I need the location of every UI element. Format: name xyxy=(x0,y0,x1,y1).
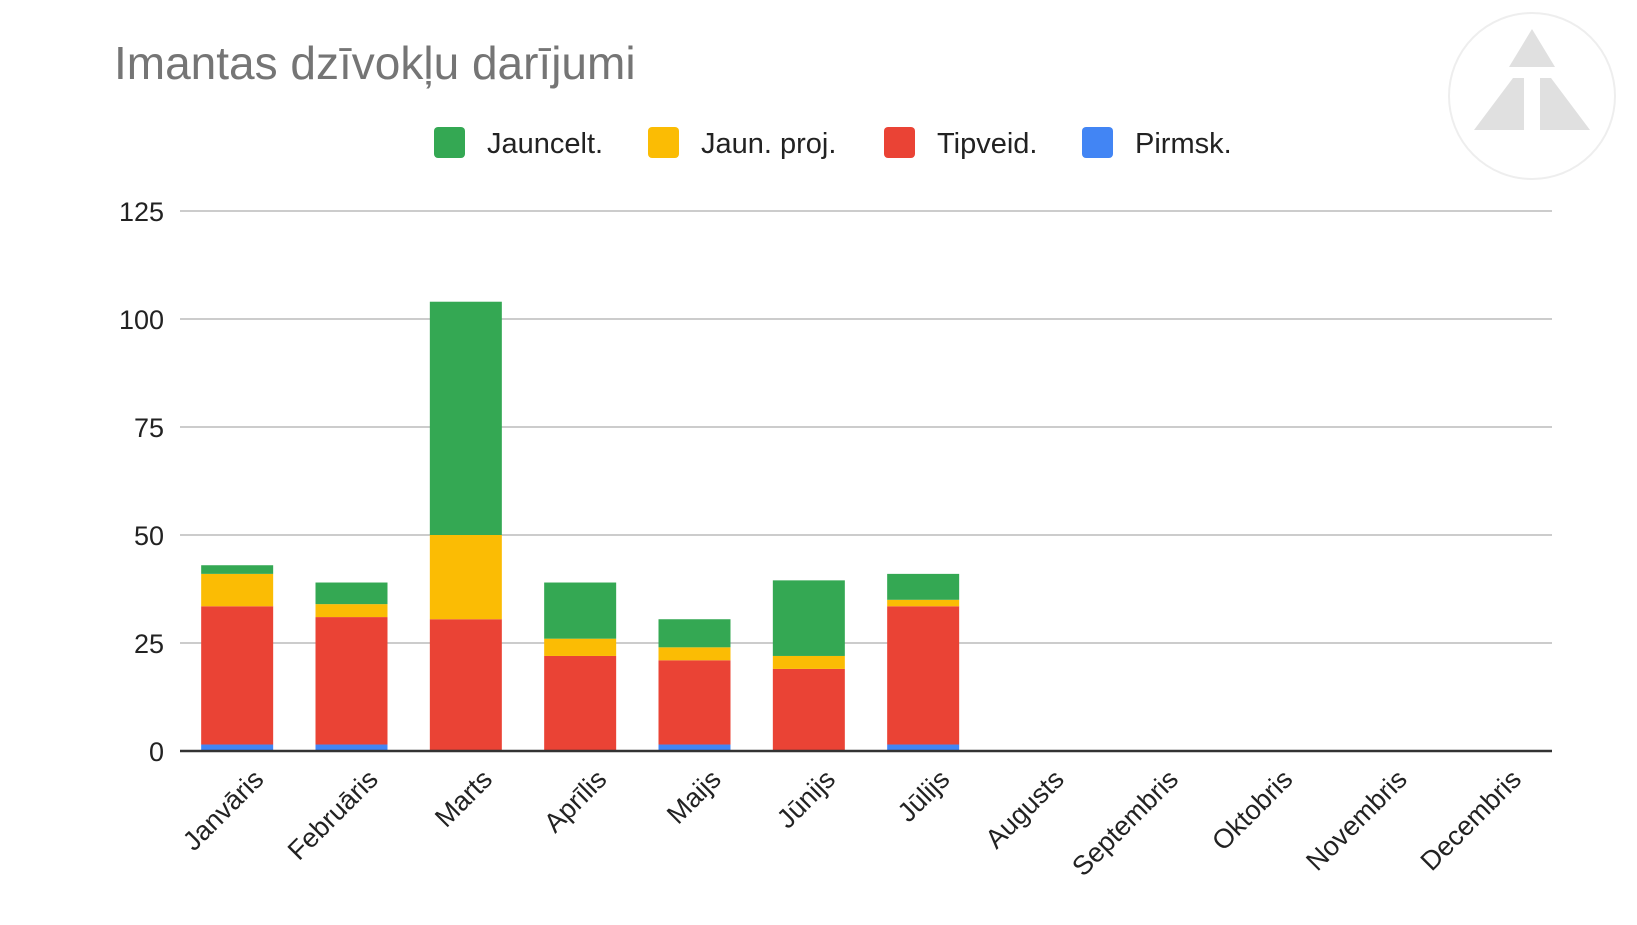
bars xyxy=(201,301,960,751)
x-tick-label-februaris: Februāris xyxy=(282,764,384,866)
y-tick-label: 50 xyxy=(134,521,164,551)
bar-tipveid-junijs xyxy=(772,668,845,751)
legend-label: Jauncelt. xyxy=(487,128,603,160)
bar-jaun-proj-marts xyxy=(429,535,502,620)
y-tick-label: 25 xyxy=(134,629,164,659)
y-tick-label: 75 xyxy=(134,413,164,443)
x-tick-label-junijs: Jūnijs xyxy=(771,764,841,834)
bar-tipveid-janvaris xyxy=(201,606,274,745)
bar-jauncelt-julijs xyxy=(887,573,960,600)
bar-pirmsk-maijs xyxy=(658,744,731,751)
bar-jaun-proj-junijs xyxy=(772,655,845,669)
x-tick-label-julijs: Jūlijs xyxy=(892,764,956,828)
y-tick-label: 125 xyxy=(119,197,164,227)
bar-jaun-proj-aprilis xyxy=(544,638,617,656)
x-tick-label-decembris: Decembris xyxy=(1415,764,1527,876)
legend-item-pirmsk[interactable]: Pirmsk. xyxy=(1082,127,1232,160)
bar-jauncelt-aprilis xyxy=(544,582,617,639)
x-tick-label-marts: Marts xyxy=(429,764,498,833)
x-tick-label-janvaris: Janvāris xyxy=(177,764,269,856)
bar-jaun-proj-janvaris xyxy=(201,573,274,607)
x-tick-label-septembris: Septembris xyxy=(1066,764,1184,882)
watermark-logo-icon xyxy=(1448,12,1616,180)
bar-jauncelt-marts xyxy=(429,301,502,535)
bar-jaun-proj-julijs xyxy=(887,599,960,607)
legend-item-jauncelt[interactable]: Jauncelt. xyxy=(434,127,603,160)
x-tick-label-oktobris: Oktobris xyxy=(1206,764,1298,856)
bar-tipveid-marts xyxy=(429,619,502,751)
legend-swatch xyxy=(434,127,465,158)
gridlines xyxy=(180,210,1552,644)
bar-tipveid-februaris xyxy=(315,617,388,745)
legend-swatch xyxy=(648,127,679,158)
x-tick-label-aprilis: Aprīlis xyxy=(538,764,612,838)
x-tick-label-augusts: Augusts xyxy=(980,764,1070,854)
legend-item-jaun-proj[interactable]: Jaun. proj. xyxy=(648,127,836,160)
legend-swatch xyxy=(884,127,915,158)
bar-pirmsk-julijs xyxy=(887,744,960,751)
y-tick-label: 100 xyxy=(119,305,164,335)
bar-tipveid-maijs xyxy=(658,660,731,745)
chart-title: Imantas dzīvokļu darījumi xyxy=(114,37,636,89)
bar-jauncelt-maijs xyxy=(658,619,731,648)
bar-tipveid-aprilis xyxy=(544,655,617,751)
bar-pirmsk-janvaris xyxy=(201,744,274,751)
chart-legend: Jauncelt. Jaun. proj. Tipveid. Pirmsk. xyxy=(434,127,1232,160)
bar-jaun-proj-maijs xyxy=(658,647,731,661)
x-axis-labels: Janvāris Februāris Marts Aprīlis Maijs Jūnijs… xyxy=(177,764,1527,882)
legend-swatch xyxy=(1082,127,1113,158)
legend-label: Pirmsk. xyxy=(1135,128,1232,160)
x-tick-label-novembris: Novembris xyxy=(1300,764,1412,876)
bar-jauncelt-februaris xyxy=(315,582,388,605)
bar-jauncelt-janvaris xyxy=(201,565,274,574)
x-tick-label-maijs: Maijs xyxy=(661,764,727,830)
bar-jauncelt-junijs xyxy=(772,580,845,656)
bar-pirmsk-februaris xyxy=(315,744,388,751)
y-axis-ticks: 0 25 50 75 100 125 xyxy=(119,197,164,767)
y-tick-label: 0 xyxy=(149,737,164,767)
bar-tipveid-julijs xyxy=(887,606,960,745)
legend-label: Jaun. proj. xyxy=(701,128,836,160)
bar-jaun-proj-februaris xyxy=(315,604,388,618)
legend-label: Tipveid. xyxy=(937,128,1037,160)
legend-item-tipveid[interactable]: Tipveid. xyxy=(884,127,1037,160)
